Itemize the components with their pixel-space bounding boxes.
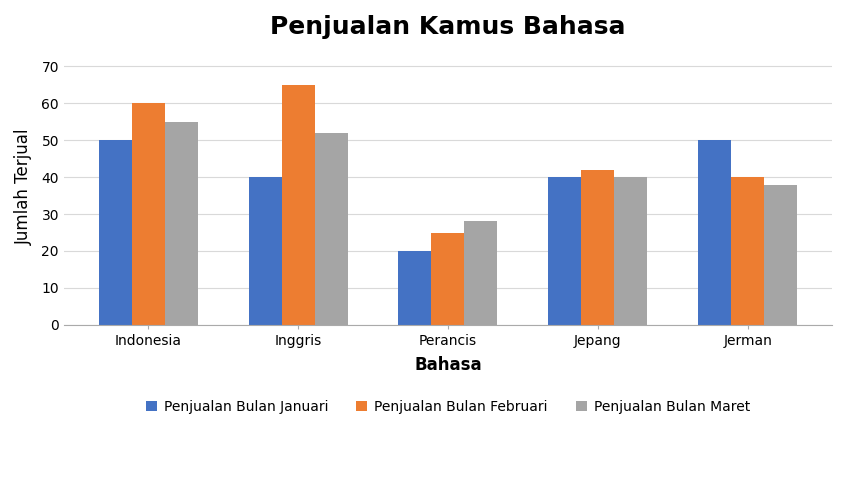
Bar bbox=[314, 133, 347, 325]
Bar bbox=[398, 251, 431, 325]
Bar bbox=[764, 184, 797, 325]
Bar bbox=[548, 177, 581, 325]
Title: Penjualan Kamus Bahasa: Penjualan Kamus Bahasa bbox=[270, 15, 626, 39]
X-axis label: Bahasa: Bahasa bbox=[414, 356, 482, 374]
Bar bbox=[281, 85, 314, 325]
Bar bbox=[581, 170, 614, 325]
Bar bbox=[99, 140, 131, 325]
Bar bbox=[249, 177, 281, 325]
Bar bbox=[731, 177, 764, 325]
Bar bbox=[614, 177, 647, 325]
Bar bbox=[464, 221, 497, 325]
Bar bbox=[131, 103, 164, 325]
Bar bbox=[431, 232, 464, 325]
Bar bbox=[698, 140, 731, 325]
Bar bbox=[164, 122, 197, 325]
Y-axis label: Jumlah Terjual: Jumlah Terjual bbox=[15, 128, 33, 245]
Legend: Penjualan Bulan Januari, Penjualan Bulan Februari, Penjualan Bulan Maret: Penjualan Bulan Januari, Penjualan Bulan… bbox=[139, 393, 757, 420]
